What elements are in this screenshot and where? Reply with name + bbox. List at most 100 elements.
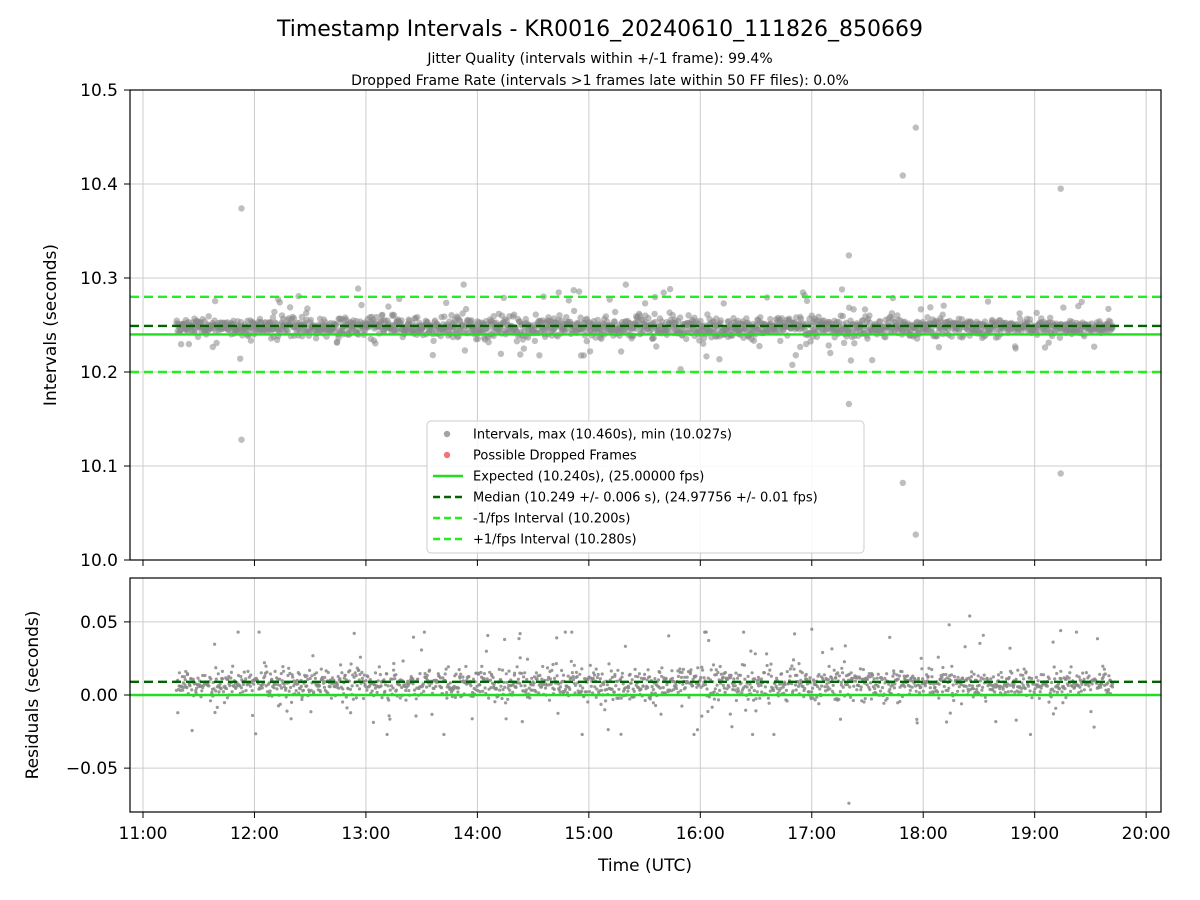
scatter-point bbox=[210, 690, 214, 695]
scatter-point bbox=[702, 676, 706, 680]
scatter-point bbox=[811, 696, 815, 700]
scatter-point bbox=[226, 677, 230, 681]
scatter-point bbox=[300, 697, 304, 702]
scatter-point bbox=[936, 655, 940, 659]
scatter-point bbox=[517, 351, 524, 358]
scatter-point bbox=[200, 689, 204, 693]
scatter-point bbox=[383, 689, 387, 694]
scatter-point bbox=[412, 688, 417, 692]
scatter-point bbox=[229, 676, 233, 680]
scatter-point bbox=[558, 690, 562, 695]
scatter-point bbox=[859, 685, 863, 689]
scatter-point bbox=[847, 357, 855, 364]
scatter-point bbox=[448, 312, 455, 319]
scatter-point bbox=[817, 702, 821, 706]
scatter-point bbox=[674, 686, 679, 691]
legend-entry: +1/fps Interval (10.280s) bbox=[433, 533, 637, 548]
scatter-point bbox=[998, 691, 1003, 695]
scatter-point bbox=[214, 666, 218, 670]
scatter-point bbox=[561, 673, 566, 677]
scatter-point bbox=[486, 633, 490, 638]
scatter-point bbox=[548, 677, 553, 681]
scatter-point bbox=[1009, 689, 1014, 693]
scatter-point bbox=[503, 637, 507, 642]
scatter-point bbox=[611, 318, 618, 325]
scatter-point bbox=[224, 687, 229, 691]
scatter-point bbox=[377, 665, 381, 669]
scatter-point bbox=[404, 698, 408, 702]
scatter-point bbox=[1014, 677, 1018, 682]
scatter-point bbox=[599, 688, 604, 693]
scatter-point bbox=[895, 673, 899, 677]
scatter-point bbox=[891, 674, 895, 678]
scatter-point bbox=[867, 672, 871, 676]
scatter-point bbox=[970, 670, 974, 674]
scatter-point bbox=[357, 687, 362, 691]
scatter-point bbox=[924, 314, 931, 321]
scatter-point bbox=[251, 713, 255, 718]
chart-subtitle-jitter: Jitter Quality (intervals within +/-1 fr… bbox=[426, 51, 772, 67]
scatter-point bbox=[294, 689, 298, 693]
scatter-point bbox=[1047, 677, 1051, 681]
scatter-point bbox=[944, 672, 948, 677]
scatter-point bbox=[734, 698, 739, 703]
scatter-point bbox=[620, 671, 625, 675]
scatter-point bbox=[328, 685, 332, 689]
scatter-point bbox=[185, 340, 193, 348]
scatter-point bbox=[622, 281, 629, 288]
scatter-point bbox=[917, 306, 925, 313]
scatter-point bbox=[351, 697, 355, 701]
scatter-point bbox=[604, 699, 608, 703]
scatter-point bbox=[709, 668, 713, 672]
scatter-point bbox=[532, 675, 537, 679]
scatter-point bbox=[545, 683, 549, 687]
scatter-point bbox=[1047, 314, 1054, 321]
scatter-point bbox=[769, 674, 774, 678]
scatter-point bbox=[1030, 696, 1034, 700]
scatter-point bbox=[1077, 675, 1081, 679]
scatter-point bbox=[442, 732, 446, 737]
scatter-point bbox=[422, 630, 426, 634]
scatter-point bbox=[983, 695, 987, 700]
scatter-point bbox=[706, 709, 710, 714]
scatter-point bbox=[271, 308, 278, 316]
scatter-point bbox=[218, 682, 222, 686]
scatter-point bbox=[866, 312, 873, 319]
scatter-point bbox=[595, 675, 600, 680]
scatter-point bbox=[348, 669, 352, 673]
scatter-point bbox=[1055, 671, 1059, 676]
scatter-point bbox=[816, 685, 820, 689]
scatter-point bbox=[836, 671, 840, 675]
scatter-point bbox=[441, 313, 448, 320]
scatter-point bbox=[689, 668, 693, 672]
scatter-point bbox=[885, 696, 889, 701]
scatter-point bbox=[805, 682, 810, 686]
scatter-point bbox=[502, 680, 506, 685]
scatter-point bbox=[594, 695, 598, 700]
scatter-point bbox=[674, 683, 678, 688]
x-tick-label: 20:00 bbox=[1122, 824, 1171, 844]
scatter-point bbox=[335, 334, 342, 342]
scatter-point bbox=[598, 677, 602, 681]
scatter-point bbox=[728, 676, 733, 680]
scatter-point bbox=[312, 335, 320, 342]
scatter-point bbox=[653, 677, 657, 681]
scatter-point bbox=[565, 297, 572, 304]
scatter-point bbox=[387, 714, 391, 718]
scatter-point bbox=[309, 710, 313, 714]
scatter-point bbox=[718, 688, 722, 693]
scatter-point bbox=[382, 678, 386, 682]
scatter-point bbox=[392, 668, 396, 672]
scatter-point bbox=[281, 665, 285, 669]
scatter-point bbox=[834, 676, 838, 680]
scatter-point bbox=[211, 680, 215, 685]
scatter-point bbox=[705, 687, 709, 691]
scatter-point bbox=[1061, 701, 1065, 705]
scatter-point bbox=[326, 670, 330, 675]
scatter-point bbox=[352, 631, 356, 636]
scatter-point bbox=[532, 681, 536, 685]
scatter-point bbox=[344, 678, 348, 682]
scatter-point bbox=[780, 672, 784, 676]
scatter-point bbox=[606, 728, 610, 732]
scatter-point bbox=[930, 675, 934, 679]
